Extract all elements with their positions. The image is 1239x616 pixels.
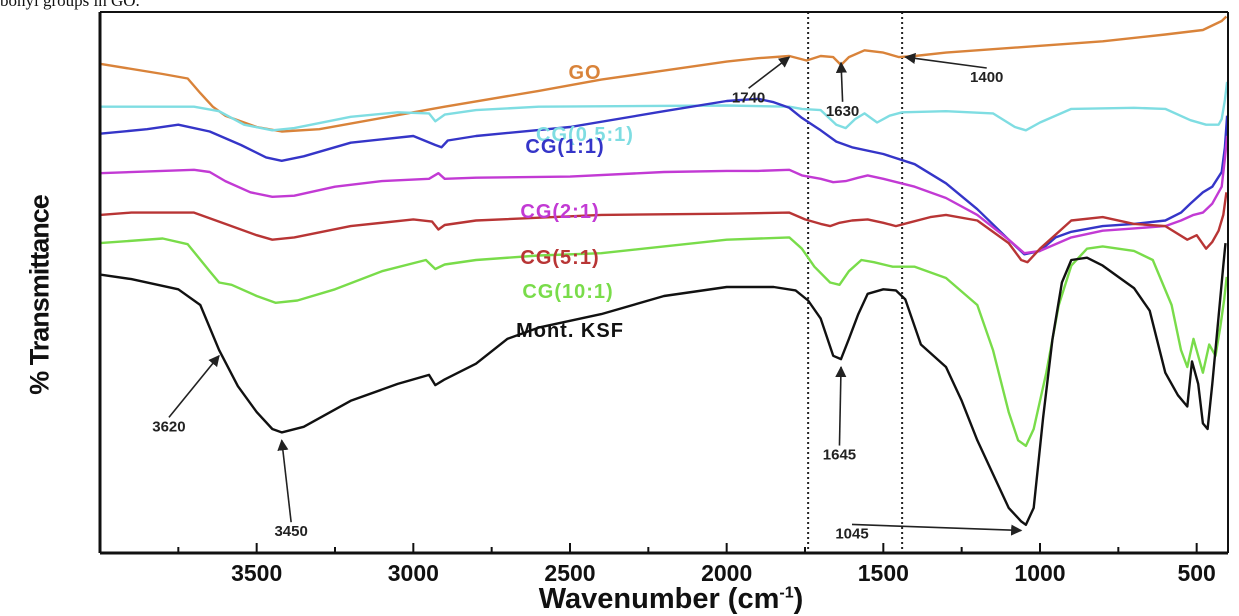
series-label-cg-0-5-1: CG(0.5:1): [536, 124, 634, 146]
x-tick-label-2500: 2500: [544, 560, 595, 586]
annotation-label-1045: 1045: [835, 525, 868, 542]
x-tick-label-500: 500: [1177, 560, 1215, 586]
annotation-arrow-1740: [748, 56, 791, 89]
annotation-label-3450: 3450: [274, 523, 307, 540]
series-line-cg-0-5-1: [100, 81, 1229, 132]
series-lines: [99, 15, 1229, 526]
annotation-label-1645: 1645: [823, 447, 856, 464]
annotation-label-1630: 1630: [826, 103, 859, 120]
annotation-arrow-1630: [835, 61, 848, 102]
x-tick-label-3500: 3500: [231, 560, 282, 586]
x-tick-label-3000: 3000: [388, 560, 439, 586]
annotation-label-1400: 1400: [970, 69, 1003, 86]
x-tick-label-1500: 1500: [858, 560, 909, 586]
x-tick-label-1000: 1000: [1014, 560, 1065, 586]
series-line-mont-ksf: [99, 242, 1227, 526]
series-line-cg-1-1: [99, 97, 1229, 256]
annotation-arrow-1045: [851, 523, 1023, 536]
annotation-arrow-1645: [835, 365, 847, 446]
series-label-cg-5-1: CG(5:1): [520, 247, 599, 269]
series-label-cg-1-1: CG(1:1): [525, 136, 604, 158]
series-label-go: GO: [568, 62, 601, 84]
series-line-cg-5-1: [99, 192, 1228, 264]
x-tick-label-2000: 2000: [701, 560, 752, 586]
series-label-cg-2-1: CG(2:1): [520, 201, 599, 223]
series-label-mont-ksf: Mont. KSF: [516, 320, 624, 342]
annotation-arrow-3620: [168, 354, 220, 418]
series-line-cg-2-1: [99, 135, 1229, 255]
annotation-arrow-3450: [277, 439, 292, 523]
reference-lines: [807, 12, 904, 553]
series-line-cg-10-1: [99, 236, 1228, 448]
annotation-arrow-1400: [904, 52, 987, 69]
x-axis-label: Wavenumber (cm-1): [539, 583, 804, 616]
annotation-label-1740: 1740: [732, 89, 765, 106]
series-label-cg-10-1: CG(10:1): [522, 281, 613, 303]
peak-annotations: 1740 1630 1400 1645 3620 3450 1045: [152, 52, 1023, 542]
series-labels: GO CG(0.5:1)CG(1:1) CG(2:1) CG(5:1) CG(10:1)…: [516, 62, 634, 342]
top-caption: bonyl groups in GO.: [0, 0, 140, 10]
x-axis-label-text: Wavenumber (cm: [538, 583, 780, 615]
x-axis-label-tail: ): [793, 583, 804, 615]
axes: 3500 3000 2500 2000 1500 1000 500: [98, 11, 1229, 586]
annotation-label-3620: 3620: [152, 418, 185, 435]
y-axis-label: % Transmittance: [24, 195, 55, 395]
x-axis-label-exponent: -1: [779, 584, 794, 602]
